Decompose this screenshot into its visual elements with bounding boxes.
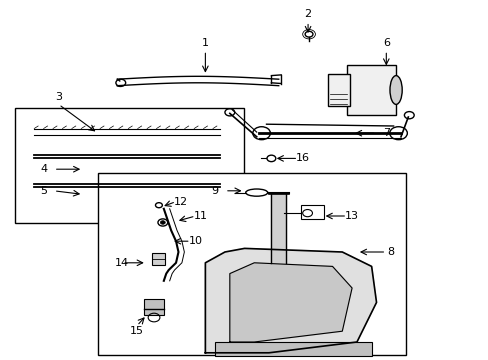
Bar	[327, 74, 349, 106]
Circle shape	[160, 221, 165, 224]
Bar	[300, 205, 324, 219]
Text: 12: 12	[174, 197, 187, 207]
Bar	[346, 65, 395, 115]
Bar	[151, 253, 165, 265]
Text: 8: 8	[387, 247, 394, 257]
Text: 7: 7	[382, 128, 389, 138]
Text: 10: 10	[188, 236, 202, 246]
Text: 15: 15	[130, 326, 143, 336]
Text: 14: 14	[115, 258, 129, 268]
Text: 4: 4	[41, 164, 47, 174]
Text: 1: 1	[202, 38, 208, 48]
Text: 6: 6	[382, 38, 389, 48]
Polygon shape	[229, 263, 351, 342]
Bar	[15, 108, 244, 223]
Bar	[98, 173, 405, 355]
Text: 9: 9	[211, 186, 218, 196]
Text: 11: 11	[193, 211, 207, 221]
Bar	[215, 342, 371, 356]
Text: 16: 16	[296, 153, 309, 163]
Text: 5: 5	[41, 186, 47, 196]
Text: 13: 13	[345, 211, 358, 221]
Polygon shape	[205, 248, 376, 353]
Ellipse shape	[245, 189, 267, 196]
Text: 2: 2	[304, 9, 311, 19]
Bar	[144, 299, 163, 315]
Text: 3: 3	[55, 92, 62, 102]
Ellipse shape	[389, 76, 401, 104]
